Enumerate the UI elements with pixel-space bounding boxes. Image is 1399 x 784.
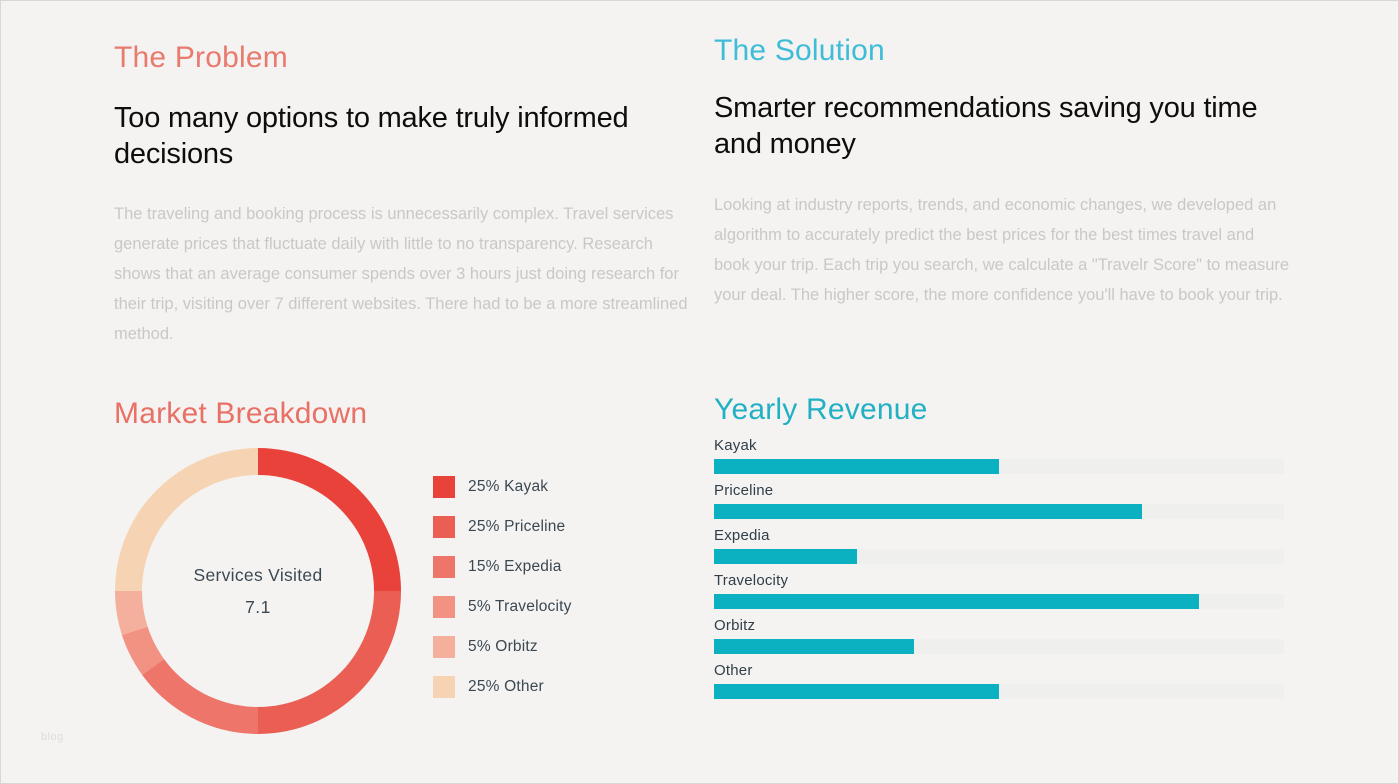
- problem-subtitle: Too many options to make truly informed …: [114, 102, 629, 170]
- revenue-bar-chart: Kayak Priceline Expedia Travelocity Orbitz Ot…: [714, 437, 1284, 699]
- bar-row: Priceline: [714, 482, 1284, 519]
- market-breakdown-title: Market Breakdown: [114, 397, 368, 430]
- bar-fill: [714, 684, 999, 699]
- yearly-revenue-title: Yearly Revenue: [714, 393, 928, 426]
- legend-swatch: [433, 636, 455, 658]
- legend-item: 25% Priceline: [433, 516, 572, 538]
- bar-label: Priceline: [714, 482, 774, 499]
- donut-center-label: Services Visited: [193, 564, 323, 585]
- donut-legend: 25% Kayak 25% Priceline 15% Expedia 5% Trav…: [433, 476, 572, 716]
- bar-label: Travelocity: [714, 572, 789, 589]
- bar-row: Orbitz: [714, 617, 1284, 654]
- bar-track: [714, 549, 1284, 564]
- problem-body-text: The traveling and booking process is unn…: [114, 205, 688, 343]
- bar-track: [714, 504, 1284, 519]
- bar-row: Kayak: [714, 437, 1284, 474]
- bar-row: Expedia: [714, 527, 1284, 564]
- legend-label: 25% Kayak: [468, 478, 549, 495]
- bar-row: Other: [714, 662, 1284, 699]
- services-donut-chart: Services Visited 7.1: [115, 448, 401, 734]
- legend-label: 5% Travelocity: [468, 598, 572, 615]
- bar-fill: [714, 459, 999, 474]
- legend-label: 5% Orbitz: [468, 638, 538, 655]
- yearly-revenue-section: Yearly Revenue Kayak Priceline Expedia Trav…: [714, 393, 1284, 707]
- problem-title: The Problem: [114, 41, 288, 74]
- legend-item: 15% Expedia: [433, 556, 572, 578]
- bar-fill: [714, 594, 1199, 609]
- legend-item: 25% Kayak: [433, 476, 572, 498]
- bar-track: [714, 684, 1284, 699]
- bar-fill: [714, 504, 1142, 519]
- bar-fill: [714, 639, 914, 654]
- legend-swatch: [433, 596, 455, 618]
- problem-section: The Problem Too many options to make tru…: [114, 41, 694, 349]
- solution-title: The Solution: [714, 34, 885, 67]
- bar-fill: [714, 549, 857, 564]
- legend-label: 25% Priceline: [468, 518, 566, 535]
- legend-item: 25% Other: [433, 676, 572, 698]
- legend-swatch: [433, 516, 455, 538]
- bar-label: Other: [714, 662, 753, 679]
- legend-swatch: [433, 676, 455, 698]
- bar-track: [714, 639, 1284, 654]
- bar-track: [714, 594, 1284, 609]
- legend-item: 5% Orbitz: [433, 636, 572, 658]
- donut-center-value: 7.1: [245, 596, 271, 617]
- solution-section: The Solution Smarter recommendations sav…: [714, 34, 1294, 310]
- bar-label: Orbitz: [714, 617, 756, 634]
- legend-label: 15% Expedia: [468, 558, 562, 575]
- solution-body-text: Looking at industry reports, trends, and…: [714, 196, 1290, 304]
- bar-row: Travelocity: [714, 572, 1284, 609]
- legend-label: 25% Other: [468, 678, 544, 695]
- market-breakdown-section: Market Breakdown Services Visited 7.1 25…: [114, 397, 694, 734]
- legend-swatch: [433, 476, 455, 498]
- legend-swatch: [433, 556, 455, 578]
- blog-link[interactable]: blog: [41, 731, 64, 743]
- legend-item: 5% Travelocity: [433, 596, 572, 618]
- bar-label: Expedia: [714, 527, 770, 544]
- solution-subtitle: Smarter recommendations saving you time …: [714, 92, 1258, 160]
- bar-label: Kayak: [714, 437, 757, 454]
- bar-track: [714, 459, 1284, 474]
- donut-hole: Services Visited 7.1: [142, 475, 374, 707]
